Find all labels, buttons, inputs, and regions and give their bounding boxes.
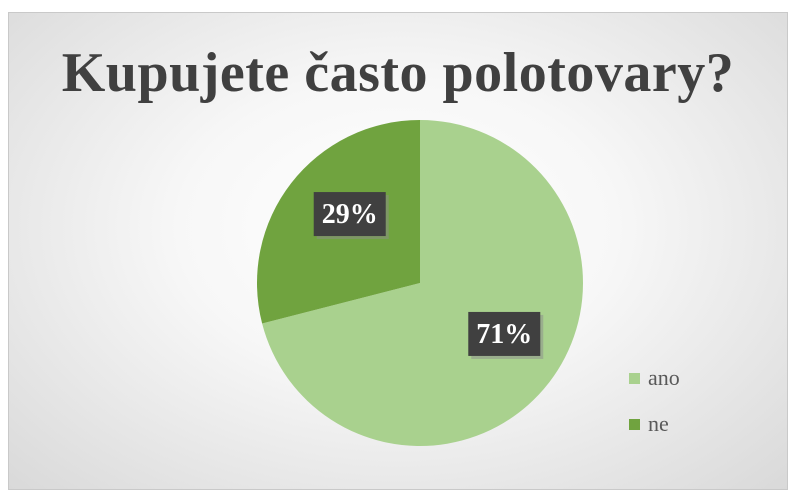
legend-swatch-ne — [629, 418, 640, 430]
data-label-ne: 29% — [313, 192, 389, 240]
pie-chart: 71% 29% — [257, 119, 583, 446]
pie-slices — [257, 119, 583, 446]
legend: ano ne — [629, 365, 680, 457]
pie-data-labels: 71% 29% — [313, 192, 544, 359]
legend-swatch-ano — [629, 372, 640, 384]
legend-item-ano: ano — [629, 365, 680, 391]
data-label-text-ne: 29% — [322, 199, 378, 230]
legend-label-ne: ne — [648, 411, 669, 436]
data-label-ano: 71% — [468, 311, 544, 359]
legend-label-ano: ano — [648, 365, 680, 390]
chart-area: Kupujete často polotovary? 71% 29% ano ne — [8, 12, 788, 490]
data-label-text-ano: 71% — [476, 319, 532, 350]
chart-title: Kupujete často polotovary? — [61, 42, 735, 104]
pie-slice-ano — [262, 120, 583, 446]
legend-item-ne: ne — [629, 411, 680, 437]
